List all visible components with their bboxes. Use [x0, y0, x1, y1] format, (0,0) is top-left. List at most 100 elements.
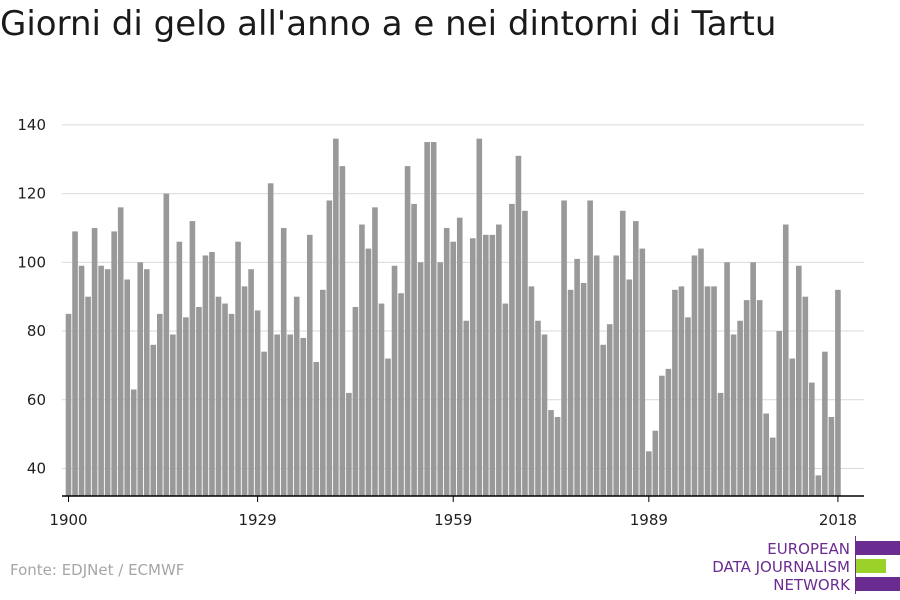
bar-1939[interactable]	[320, 289, 326, 496]
bar-1943[interactable]	[346, 392, 352, 496]
bar-1976[interactable]	[561, 200, 567, 497]
bar-1997[interactable]	[698, 248, 704, 496]
bar-1910[interactable]	[130, 389, 137, 496]
bar-1901[interactable]	[72, 231, 78, 496]
bar-1967[interactable]	[502, 303, 509, 496]
bar-1972[interactable]	[535, 320, 541, 496]
bar-1991[interactable]	[659, 375, 665, 496]
bar-2005[interactable]	[750, 262, 756, 496]
bar-1919[interactable]	[189, 221, 196, 496]
bar-1938[interactable]	[313, 361, 320, 496]
bar-1920[interactable]	[196, 307, 202, 496]
bar-1924[interactable]	[222, 303, 228, 496]
bar-1947[interactable]	[372, 207, 378, 496]
bar-1914[interactable]	[157, 313, 163, 496]
bar-1942[interactable]	[339, 166, 346, 497]
bar-1970[interactable]	[522, 210, 528, 497]
bar-1926[interactable]	[235, 241, 241, 496]
bar-1954[interactable]	[417, 262, 424, 496]
bar-1956[interactable]	[430, 142, 437, 496]
bar-1985[interactable]	[619, 210, 626, 497]
bar-1992[interactable]	[665, 368, 672, 496]
bar-1995[interactable]	[685, 317, 691, 496]
bar-2015[interactable]	[815, 475, 822, 496]
bar-2010[interactable]	[782, 224, 789, 496]
bar-1955[interactable]	[424, 142, 430, 496]
bar-1941[interactable]	[333, 138, 339, 497]
bar-1905[interactable]	[98, 265, 104, 496]
bar-1978[interactable]	[574, 258, 580, 496]
bar-1925[interactable]	[228, 313, 235, 496]
bar-1999[interactable]	[711, 286, 717, 496]
bar-1965[interactable]	[489, 234, 496, 496]
bar-1994[interactable]	[678, 286, 685, 496]
bar-1996[interactable]	[691, 255, 698, 496]
bar-1959[interactable]	[450, 241, 457, 496]
bar-1913[interactable]	[150, 344, 157, 496]
bar-1949[interactable]	[385, 358, 391, 496]
bar-2011[interactable]	[789, 358, 796, 496]
bar-2001[interactable]	[724, 262, 730, 496]
bar-1974[interactable]	[548, 410, 554, 496]
bar-2002[interactable]	[730, 334, 737, 496]
bar-1966[interactable]	[496, 224, 502, 496]
bar-2018[interactable]	[835, 289, 841, 496]
bar-2004[interactable]	[743, 300, 750, 496]
bar-1986[interactable]	[626, 279, 633, 496]
bar-1928[interactable]	[248, 269, 254, 496]
bar-1979[interactable]	[580, 282, 587, 496]
bar-1984[interactable]	[613, 255, 620, 496]
bar-1921[interactable]	[202, 255, 209, 496]
bar-1936[interactable]	[300, 337, 307, 496]
bar-1931[interactable]	[267, 183, 274, 497]
bar-1952[interactable]	[404, 166, 411, 497]
bar-1945[interactable]	[359, 224, 365, 496]
bar-1929[interactable]	[254, 310, 261, 496]
bar-1912[interactable]	[143, 269, 150, 496]
bar-2009[interactable]	[776, 331, 783, 496]
bar-1923[interactable]	[215, 296, 222, 496]
bar-1944[interactable]	[352, 307, 359, 496]
bar-1989[interactable]	[646, 451, 652, 496]
bar-1957[interactable]	[437, 262, 443, 496]
bar-1932[interactable]	[274, 334, 280, 496]
bar-1987[interactable]	[632, 221, 639, 496]
bar-2006[interactable]	[756, 300, 763, 496]
bar-2007[interactable]	[763, 413, 769, 496]
bar-1981[interactable]	[593, 255, 600, 496]
bar-1968[interactable]	[509, 203, 515, 496]
bar-1908[interactable]	[117, 207, 124, 496]
bar-2016[interactable]	[822, 351, 828, 496]
bar-1922[interactable]	[209, 252, 215, 496]
bar-1977[interactable]	[567, 289, 574, 496]
bar-1958[interactable]	[443, 227, 450, 497]
bar-1934[interactable]	[287, 334, 294, 496]
bar-1971[interactable]	[528, 286, 535, 496]
bar-1973[interactable]	[541, 334, 548, 496]
bar-1963[interactable]	[476, 138, 483, 497]
bar-1961[interactable]	[463, 320, 470, 496]
bar-1909[interactable]	[124, 279, 131, 496]
bar-1903[interactable]	[85, 296, 91, 496]
bar-1916[interactable]	[170, 334, 176, 496]
bar-1990[interactable]	[652, 430, 659, 496]
bar-1906[interactable]	[104, 269, 111, 496]
bar-1950[interactable]	[391, 265, 398, 496]
bar-2003[interactable]	[737, 320, 743, 496]
bar-1915[interactable]	[163, 193, 170, 496]
edjnet-logo[interactable]: EUROPEAN DATA JOURNALISM NETWORK	[700, 536, 900, 594]
bar-1960[interactable]	[456, 217, 463, 496]
bar-1937[interactable]	[306, 234, 313, 496]
bar-2017[interactable]	[828, 416, 835, 496]
bar-1902[interactable]	[78, 265, 85, 496]
bar-2014[interactable]	[809, 382, 815, 496]
bar-1962[interactable]	[469, 238, 476, 497]
bar-1982[interactable]	[600, 344, 606, 496]
bar-1904[interactable]	[91, 227, 98, 497]
bar-1911[interactable]	[137, 262, 144, 496]
bar-1993[interactable]	[672, 289, 678, 496]
bar-1975[interactable]	[554, 416, 561, 496]
bar-1951[interactable]	[398, 293, 404, 496]
bar-2012[interactable]	[795, 265, 802, 496]
bar-2013[interactable]	[802, 296, 809, 496]
